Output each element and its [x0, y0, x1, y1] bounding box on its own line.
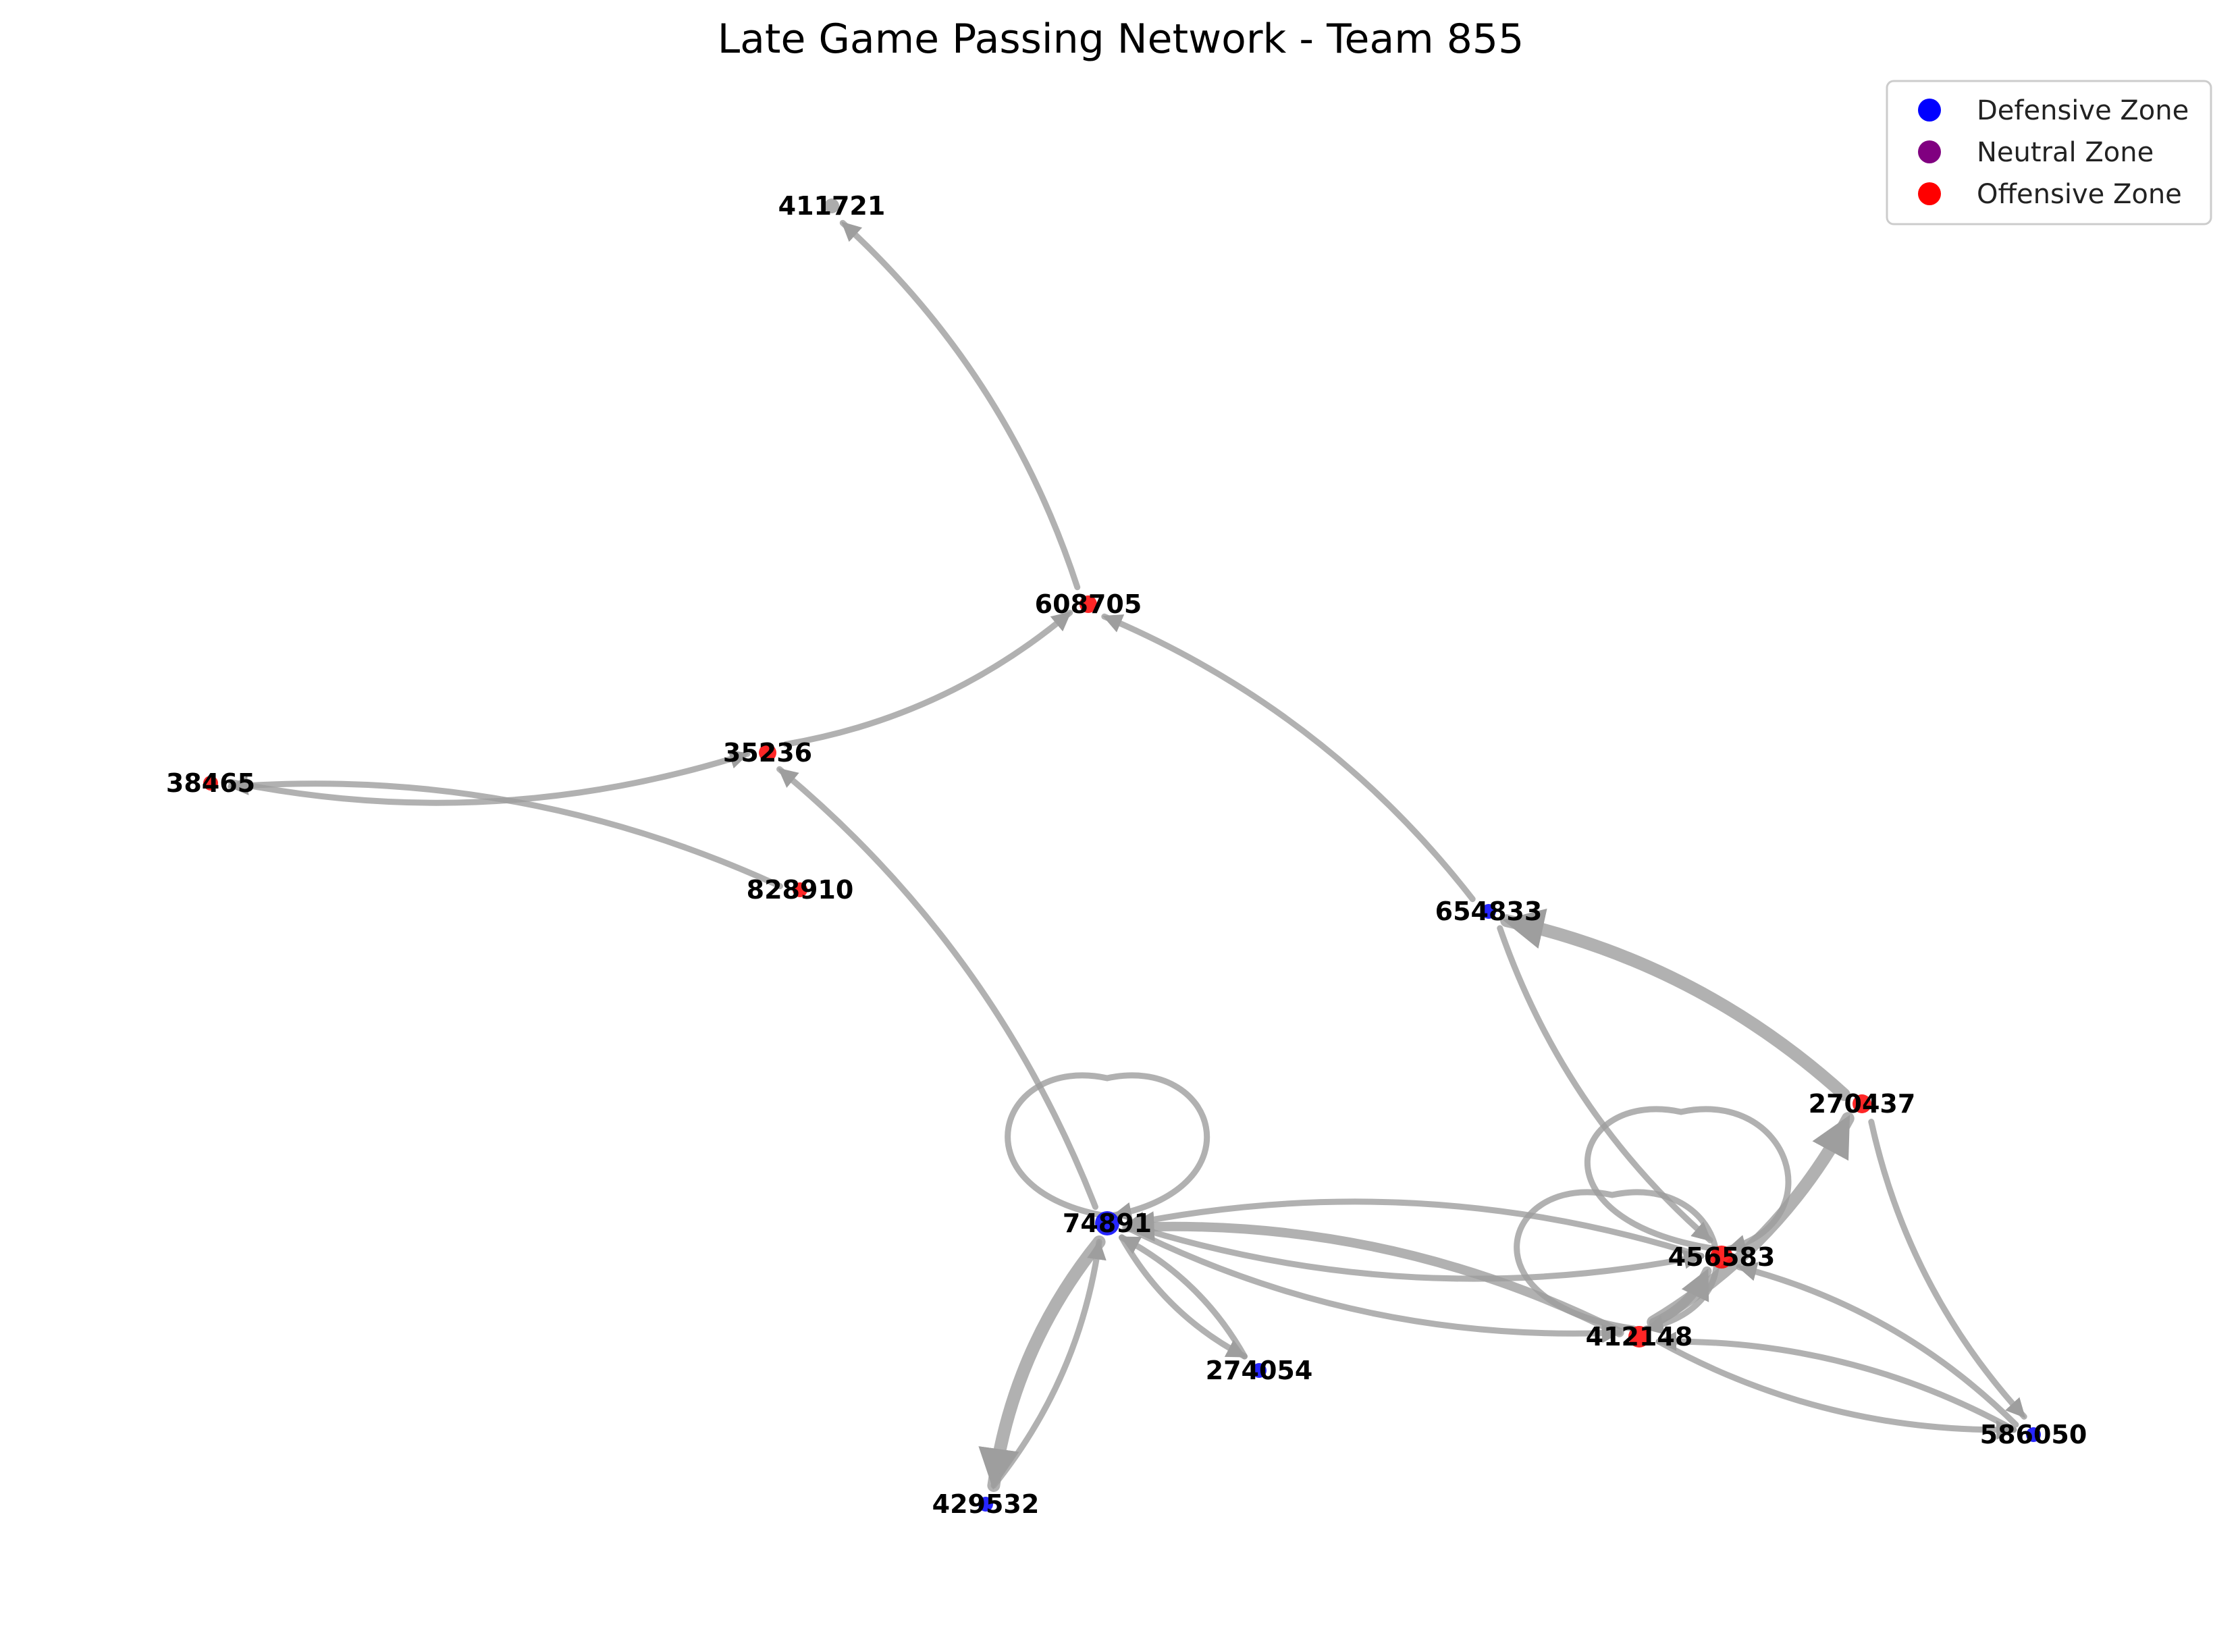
pass-edge-429532-to-74891 — [990, 1239, 1107, 1489]
pass-edge-586050-to-456583 — [1736, 1262, 2019, 1428]
pass-edge-74891-to-456583 — [1124, 1221, 1705, 1282]
player-label-608705: 608705 — [1035, 589, 1142, 619]
player-node-270437 — [1853, 1094, 1871, 1113]
legend-label-neutral: Neutral Zone — [1977, 137, 2154, 168]
player-label-586050: 586050 — [1980, 1420, 2087, 1449]
pass-edge-270437-to-586050 — [1868, 1119, 2027, 1420]
player-node-456583 — [1710, 1246, 1733, 1269]
player-label-38465: 38465 — [166, 768, 255, 798]
legend-box — [1886, 80, 2212, 225]
player-node-412148 — [1628, 1326, 1650, 1348]
player-label-74891: 74891 — [1063, 1208, 1152, 1238]
player-node-586050 — [2026, 1427, 2041, 1442]
legend-marker-offensive — [1918, 182, 1941, 205]
pass-edge-35236-to-608705 — [782, 610, 1073, 747]
legend-label-defensive: Defensive Zone — [1977, 95, 2189, 126]
player-label-429532: 429532 — [932, 1489, 1040, 1519]
pass-edge-412148-to-456583 — [1649, 1266, 1712, 1328]
pass-edge-654833-to-456583 — [1497, 925, 1713, 1244]
player-label-456583: 456583 — [1668, 1242, 1776, 1272]
player-node-608705 — [1080, 595, 1097, 613]
chart-title: Late Game Passing Network - Team 855 — [718, 16, 1524, 63]
player-label-35236: 35236 — [723, 738, 812, 768]
player-node-35236 — [759, 744, 776, 762]
pass-edge-456583-to-74891 — [1124, 1198, 1705, 1259]
nodes-layer — [203, 198, 2041, 1512]
pass-edge-74891-to-429532 — [978, 1235, 1106, 1492]
pass-edge-74891-to-274054 — [1119, 1234, 1248, 1360]
pass-edge-270437-to-654833 — [1500, 908, 1850, 1101]
pass-edge-586050-to-412148 — [1655, 1331, 2017, 1433]
pass-edge-74891-to-35236 — [776, 766, 1098, 1210]
labels-layer: 411721 608705 35236 38465 828910 654833 270437… — [166, 191, 2087, 1519]
pass-edge-274054-to-74891 — [1119, 1234, 1248, 1360]
player-label-828910: 828910 — [747, 875, 854, 905]
pass-edge-74891-to-412148 — [1123, 1224, 1623, 1343]
legend-marker-defensive — [1918, 99, 1941, 122]
player-label-274054: 274054 — [1206, 1356, 1313, 1385]
legend-marker-neutral — [1918, 140, 1941, 163]
pass-edge-654833-to-608705 — [1101, 613, 1476, 903]
player-node-828910 — [793, 882, 807, 897]
player-node-411721 — [824, 198, 839, 213]
legend: Defensive Zone Neutral Zone Offensive Zone — [1886, 80, 2212, 225]
pass-edge-456583-to-456583 — [1584, 1106, 1792, 1254]
player-label-411721: 411721 — [778, 191, 886, 221]
edges-layer — [228, 219, 2027, 1492]
player-node-274054 — [1252, 1363, 1267, 1378]
pass-edge-74891-to-74891 — [1005, 1072, 1210, 1222]
pass-edge-412148-to-74891 — [1122, 1211, 1624, 1337]
player-label-270437: 270437 — [1809, 1089, 1916, 1119]
player-node-74891 — [1095, 1211, 1119, 1235]
pass-edge-828910-to-38465 — [228, 776, 783, 890]
pass-edge-412148-to-586050 — [1655, 1338, 2017, 1440]
player-node-38465 — [203, 776, 218, 791]
pass-edge-608705-to-411721 — [839, 219, 1081, 591]
player-node-429532 — [978, 1497, 993, 1512]
player-node-654833 — [1481, 904, 1496, 919]
pass-edge-38465-to-35236 — [228, 749, 751, 806]
player-label-412148: 412148 — [1586, 1322, 1693, 1352]
player-label-654833: 654833 — [1435, 897, 1543, 926]
legend-label-offensive: Offensive Zone — [1977, 179, 2182, 210]
